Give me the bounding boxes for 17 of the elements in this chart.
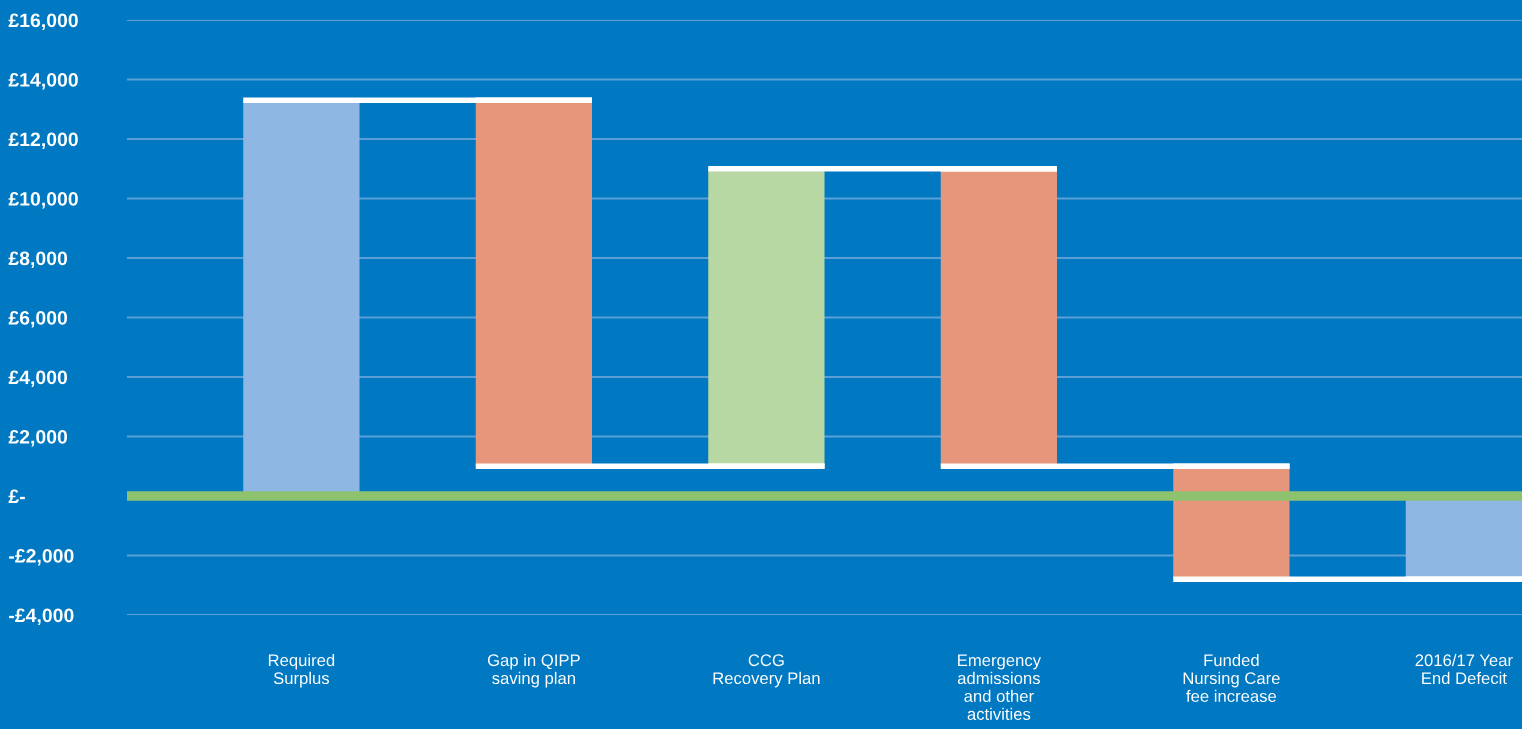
y-tick-label: £6,000 (8, 310, 68, 328)
x-tick-label: Funded Nursing Care fee increase (1183, 653, 1280, 703)
y-tick-label: £14,000 (8, 72, 78, 90)
x-tick-label: CCG Recovery Plan (713, 654, 820, 688)
y-tick-label: £12,000 (8, 132, 78, 150)
y-tick-label: £8,000 (8, 251, 68, 269)
y-tick-label: £16,000 (8, 13, 78, 31)
x-tick-label: 2016/17 Year End Defecit (1415, 653, 1513, 685)
x-tick-label: Gap in QIPP saving plan (487, 653, 580, 688)
x-tick-label: Required Surplus (268, 653, 335, 688)
y-tick-label: £- (8, 489, 25, 504)
y-tick-label: £10,000 (8, 191, 78, 209)
y-tick-label: -£2,000 (9, 548, 74, 566)
y-tick-label: £4,000 (8, 370, 68, 388)
y-tick-label: £2,000 (8, 429, 68, 447)
x-tick-label: Emergency admissions and other activities (957, 654, 1041, 720)
y-tick-label: -£4,000 (9, 608, 74, 626)
